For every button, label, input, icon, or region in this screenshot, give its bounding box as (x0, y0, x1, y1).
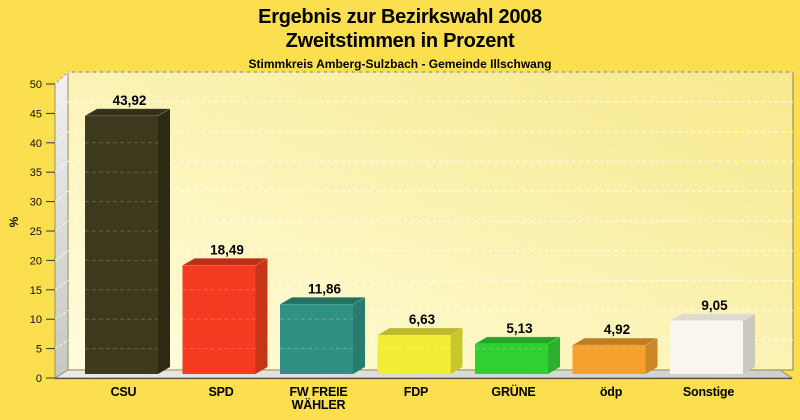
bar-csu-side (158, 108, 170, 374)
chart-title-line1: Ergebnis zur Bezirkswahl 2008 (258, 6, 542, 28)
gridline-wall-5 (54, 339, 69, 350)
bar-fw-freie-wähler (280, 304, 353, 374)
x-category-label-ödp: ödp (600, 385, 623, 399)
gridline-wall-10 (54, 309, 69, 320)
y-tick-label-45: 45 (30, 108, 42, 120)
bar-fw-freie-wähler-top (278, 296, 367, 305)
bar-sonstige-top (668, 313, 757, 322)
x-category-label-fdp: FDP (404, 385, 428, 399)
bar-ödp (572, 345, 646, 374)
bar-grüne (475, 343, 548, 374)
bar-csu (85, 115, 158, 374)
gridline-wall-50 (54, 71, 69, 85)
y-tick-label-40: 40 (30, 138, 42, 150)
y-tick-label-35: 35 (30, 167, 42, 179)
bar-fdp-value-label: 6,63 (409, 312, 436, 327)
gridline-wall-15 (54, 280, 69, 291)
bar-fdp-top (376, 327, 464, 336)
gridline-wall-30 (54, 190, 69, 202)
bar-grüne-value-label: 5,13 (506, 321, 533, 336)
plot-left-wall (54, 70, 69, 379)
gridline-wall-35 (54, 161, 69, 173)
chart-title-line2: Zweitstimmen in Prozent (285, 30, 515, 52)
bar-spd (182, 265, 256, 374)
y-axis-label: % (7, 216, 21, 227)
x-category-label-sonstige: Sonstige (683, 385, 734, 399)
y-tick-label-0: 0 (36, 373, 42, 385)
bar-grüne-top (473, 336, 562, 345)
x-category-label-fw-freie-wähler: FW FREIE WÄHLER (289, 385, 347, 412)
bar-fdp-side (450, 328, 463, 374)
bar-ödp-value-label: 4,92 (604, 322, 630, 337)
gridline-wall-20 (54, 250, 69, 261)
bar-spd-side (255, 258, 268, 374)
bar-sonstige-side (743, 313, 755, 374)
y-tick-label-5: 5 (36, 344, 42, 356)
y-tick-label-50: 50 (30, 79, 42, 91)
y-tick-label-10: 10 (30, 314, 42, 326)
bar-fw-freie-wähler-value-label: 11,86 (308, 281, 342, 296)
gridline-wall-45 (54, 101, 69, 114)
y-tick-label-25: 25 (30, 226, 42, 238)
bar-spd-top (181, 257, 269, 266)
bar-fdp (377, 335, 451, 374)
gridline-wall-40 (54, 131, 69, 144)
x-category-label-spd: SPD (208, 385, 233, 399)
bar-sonstige (670, 320, 743, 374)
y-tick-label-30: 30 (30, 197, 42, 209)
y-tick-label-15: 15 (30, 285, 42, 297)
bar-grüne-side (548, 336, 560, 374)
bar-ödp-top (571, 337, 659, 346)
chart-title-block: Ergebnis zur Bezirkswahl 2008 Zweitstimm… (0, 5, 800, 72)
bar-csu-top (83, 108, 172, 117)
x-category-label-csu: CSU (111, 385, 137, 399)
x-category-label-grüne: GRÜNE (491, 384, 535, 399)
bar-ödp-side (645, 338, 658, 374)
bar-fw-freie-wähler-side (353, 297, 365, 374)
bar-csu-value-label: 43,92 (113, 93, 147, 108)
bar-spd-value-label: 18,49 (210, 242, 244, 257)
chart-subtitle: Stimmkreis Amberg-Sulzbach - Gemeinde Il… (248, 57, 552, 71)
gridline-wall-25 (54, 220, 69, 232)
y-tick-label-20: 20 (30, 255, 42, 267)
bar-sonstige-value-label: 9,05 (701, 298, 728, 313)
